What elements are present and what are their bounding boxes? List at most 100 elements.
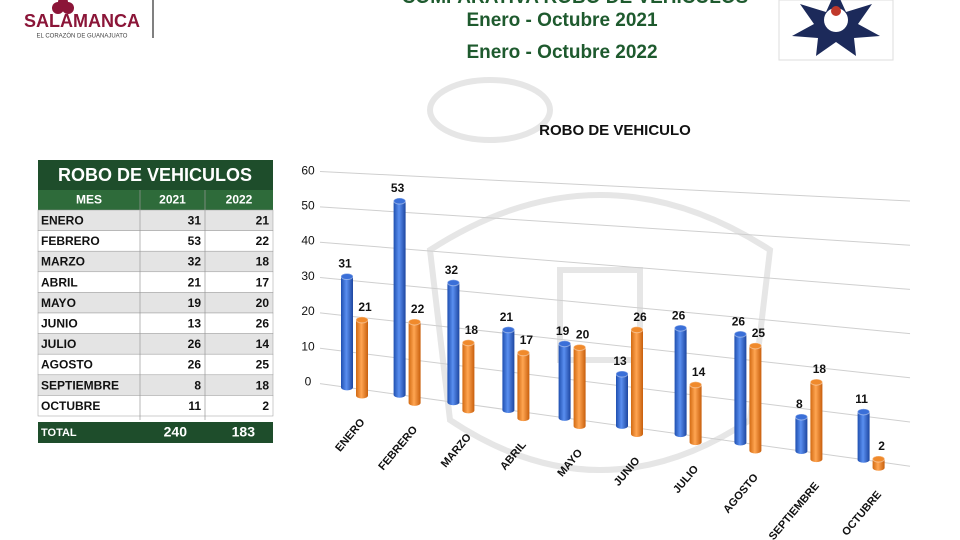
table-total-bg [38,422,273,443]
table-cell: 19 [188,296,202,310]
bar-cap [408,318,422,326]
x-tick-label: MARZO [439,431,474,470]
table-cell: FEBRERO [41,234,100,248]
bar [810,379,823,463]
table-cell: MAYO [41,296,76,310]
x-tick-label: AGOSTO [721,471,761,515]
bar [734,331,747,446]
table-total: TOTAL [41,427,77,439]
bar [689,381,702,446]
data-label: 14 [692,365,706,379]
bar-cap [809,378,823,386]
table-cell: 53 [188,234,202,248]
table-cell: 14 [256,337,270,351]
bar-cap [516,349,530,357]
bar [616,371,628,429]
grid-line [319,171,911,202]
x-tick-label: FEBRERO [376,424,420,473]
table-cell: ENERO [41,213,84,227]
data-label: 32 [445,263,459,277]
table-cell: AGOSTO [41,358,93,372]
bar-cap [340,273,354,281]
x-tick-label: ENERO [333,416,368,454]
bar [558,340,571,421]
bar-cap [748,342,762,350]
data-label: 25 [752,326,766,340]
bar [356,316,368,399]
table-cell: 11 [188,399,201,413]
data-label: 18 [465,323,479,337]
data-label: 26 [732,314,746,328]
bar-cap [857,408,871,416]
bar-cap [689,381,703,389]
data-label: 20 [576,328,590,342]
table-cell: 18 [256,378,270,392]
table-title: ROBO DE VEHICULOS [58,165,252,185]
table-cell: 22 [256,234,270,248]
data-label: 2 [878,439,885,453]
y-tick-label: 50 [301,199,315,213]
chart-title: ROBO DE VEHICULO [539,122,691,139]
bar-cap [674,324,688,332]
bar [631,326,643,437]
table-header: MES [76,193,102,207]
data-label: 19 [556,324,570,338]
data-label: 13 [613,354,627,368]
grid-line [319,277,911,335]
bar [749,342,762,454]
x-tick-label: OCTUBRE [840,489,884,538]
table-cell: 32 [188,255,202,269]
y-tick-label: 60 [301,163,315,177]
data-label: 22 [411,302,425,316]
data-label: 21 [500,310,514,324]
y-tick-label: 30 [301,269,315,283]
table-total: 240 [164,424,188,440]
bar [341,273,353,391]
logo-mark [52,0,74,14]
table-cell: 21 [256,213,270,227]
data-label: 17 [520,333,534,347]
bar-cap [733,330,747,338]
bar [462,339,475,414]
table-cell: 26 [188,337,202,351]
tagline: EL CORAZÓN DE GUANAJUATO [37,33,128,40]
bar-cap [355,316,369,324]
bar [393,198,406,398]
bar [573,344,586,429]
grid-line [319,206,911,246]
table-cell: 21 [188,275,202,289]
bar [408,318,421,406]
bar-cap [573,343,587,351]
table-cell: 17 [256,275,270,289]
table-title-bg [38,160,273,190]
table-cell: 2 [262,399,269,413]
x-tick-label: SEPTIEMBRE [767,480,822,540]
brand: SALAMANCA [24,11,140,31]
y-tick-label: 10 [301,339,315,353]
bar [447,279,460,406]
table-cell: 8 [194,378,201,392]
data-label: 18 [813,362,827,376]
bar-cap [558,340,572,348]
table-cell: JUNIO [41,316,78,330]
data-label: 8 [796,397,803,411]
bar-cap [872,455,886,463]
data-label: 31 [338,257,352,271]
y-tick-label: 0 [305,375,312,389]
police-badge [778,0,894,61]
table-cell: 26 [188,358,202,372]
bar-cap [630,326,644,334]
table-header: 2021 [159,193,186,207]
bar [857,408,870,463]
table-cell: 25 [256,358,270,372]
table-cell: MARZO [41,255,85,269]
data-label: 26 [633,310,647,324]
table-header-bg [38,190,273,210]
grid-line [319,241,911,290]
bar-cap [393,197,407,205]
table-cell: 18 [256,255,270,269]
data-label: 53 [391,181,405,195]
table-cell: 31 [188,213,202,227]
